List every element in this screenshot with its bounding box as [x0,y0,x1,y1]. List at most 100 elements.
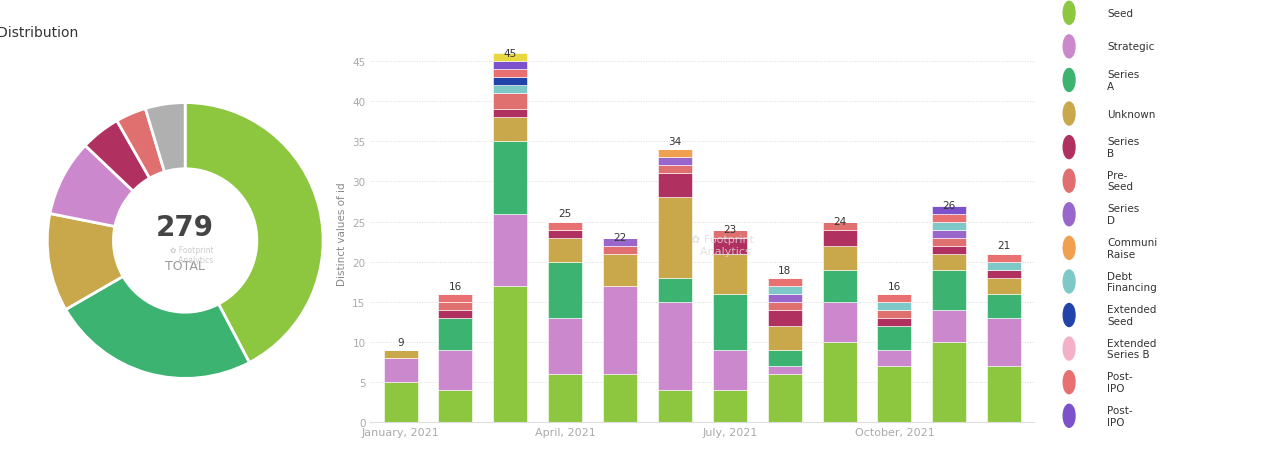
Circle shape [1064,237,1075,260]
Text: Series
B: Series B [1107,137,1139,158]
Bar [767,310,802,326]
Bar [493,142,527,214]
Text: Series
A: Series A [1107,70,1139,91]
Text: 9: 9 [397,337,404,347]
Text: 21: 21 [997,241,1011,251]
Text: Communi
Raise: Communi Raise [1107,238,1157,259]
Bar [932,238,967,246]
Text: 279: 279 [156,213,215,241]
Bar [493,62,527,70]
Bar [822,270,857,302]
Text: Extended
Seed: Extended Seed [1107,305,1156,326]
Bar [767,374,802,422]
Bar [438,390,472,422]
Bar [713,294,747,350]
Bar [548,230,582,238]
Bar [603,374,637,422]
Bar [767,294,802,302]
Text: Debt
Financing: Debt Financing [1107,271,1157,292]
Text: ✿ Footprint
   Analytics: ✿ Footprint Analytics [170,245,213,264]
Text: Post-
IPO: Post- IPO [1107,405,1133,426]
Bar [877,326,912,350]
Bar [987,366,1022,422]
Bar [877,318,912,326]
Bar [822,230,857,246]
Wedge shape [86,122,149,192]
Bar [438,294,472,302]
Bar [767,286,802,294]
Bar [658,302,692,390]
Circle shape [1064,69,1075,92]
Text: 16: 16 [448,281,462,291]
Bar [822,246,857,270]
Text: 45: 45 [503,49,517,59]
Text: 25: 25 [558,209,572,219]
Bar [658,390,692,422]
Text: Series
D: Series D [1107,204,1139,225]
Text: Strategic: Strategic [1107,42,1154,52]
Bar [493,86,527,94]
Bar [493,94,527,110]
Circle shape [1064,404,1075,427]
Bar [713,230,747,238]
Bar [767,302,802,310]
Bar [767,278,802,286]
Circle shape [1064,136,1075,159]
Bar [658,150,692,158]
Circle shape [1064,337,1075,360]
Circle shape [1064,270,1075,293]
Text: 18: 18 [778,265,792,275]
Bar [438,302,472,310]
Bar [713,390,747,422]
Bar [713,350,747,390]
Bar [383,350,418,358]
Bar [658,198,692,278]
Bar [932,342,967,422]
Bar [932,214,967,222]
Bar [658,174,692,198]
Bar [603,246,637,254]
Bar [877,350,912,366]
Text: Unknown: Unknown [1107,109,1156,119]
Bar [493,286,527,422]
Text: 34: 34 [668,137,682,147]
Bar [987,318,1022,366]
Bar [877,366,912,422]
Bar [548,222,582,230]
Text: TOTAL: TOTAL [165,259,206,272]
Text: 26: 26 [942,201,956,211]
Bar [548,262,582,318]
Bar [987,270,1022,278]
Bar [438,310,472,318]
Circle shape [1064,170,1075,193]
Wedge shape [65,277,249,379]
Bar [548,238,582,262]
Bar [493,214,527,286]
Circle shape [1064,371,1075,394]
Bar [383,382,418,422]
Circle shape [1064,103,1075,126]
Circle shape [1064,203,1075,226]
Bar [987,278,1022,294]
Wedge shape [47,214,123,310]
Bar [932,246,967,254]
Bar [713,254,747,294]
Text: 23: 23 [723,225,737,235]
Bar [658,158,692,166]
Bar [548,374,582,422]
Bar [548,318,582,374]
Y-axis label: Distinct values of id: Distinct values of id [337,182,346,286]
Bar [822,302,857,342]
Bar [932,254,967,270]
Text: ✿ Footprint
  Analytics: ✿ Footprint Analytics [691,235,753,256]
Bar [603,254,637,286]
Bar [987,262,1022,270]
Circle shape [1064,2,1075,25]
Bar [987,294,1022,318]
Text: Pre-
Seed: Pre- Seed [1107,171,1133,192]
Bar [713,238,747,254]
Circle shape [1064,36,1075,59]
Bar [932,222,967,230]
Text: Post-
IPO: Post- IPO [1107,372,1133,393]
Bar [658,166,692,174]
